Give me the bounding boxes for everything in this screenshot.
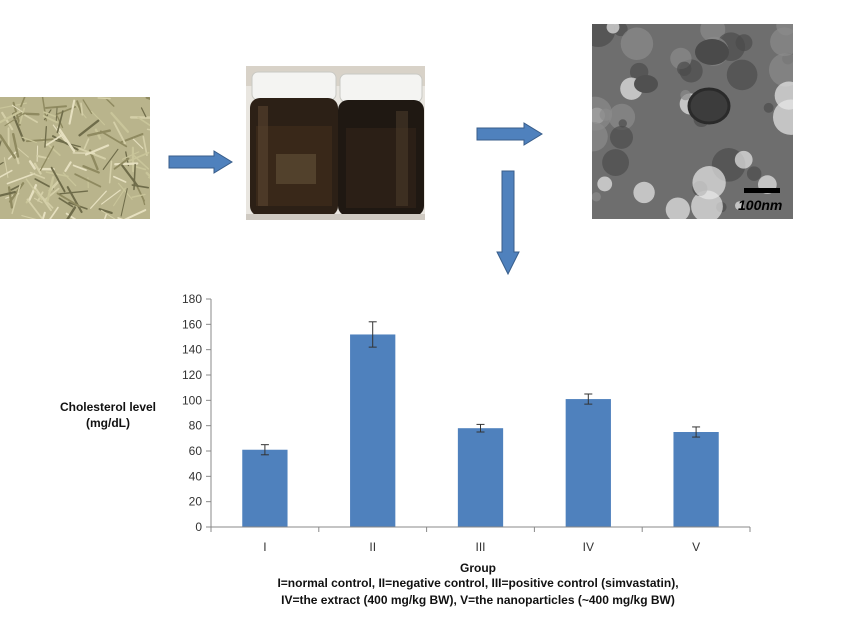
right-arrow-icon — [168, 150, 233, 174]
y-tick-label: 20 — [189, 495, 203, 509]
bar-II — [350, 334, 396, 527]
y-tick-label: 80 — [189, 419, 203, 433]
x-tick-label: I — [263, 540, 266, 554]
error-bar-IV — [584, 393, 593, 405]
extract-jars-image — [246, 66, 425, 220]
x-tick-label: II — [369, 540, 376, 554]
extract-jars-photo — [246, 66, 425, 220]
caption-line-2: IV=the extract (400 mg/kg BW), V=the nan… — [281, 593, 675, 607]
tem-micrograph-photo: 100nm — [592, 24, 793, 219]
y-tick-label: 40 — [189, 469, 203, 483]
bar-I — [242, 449, 288, 527]
y-tick-label: 180 — [182, 292, 202, 306]
y-axis-title-line-2: (mg/dL) — [86, 416, 130, 430]
bars — [242, 321, 719, 527]
bar-V — [673, 432, 719, 527]
dried-herb-photo — [0, 97, 150, 219]
bar-IV — [565, 399, 611, 527]
x-tick-label: V — [692, 540, 700, 554]
x-axis-title: Group — [460, 561, 496, 575]
dried-herb-image — [0, 97, 150, 219]
y-tick-label: 100 — [182, 393, 202, 407]
bar-III — [457, 428, 504, 527]
error-bar-I — [260, 444, 269, 456]
tem-micrograph-image: 100nm — [592, 24, 793, 219]
error-bar-V — [692, 426, 701, 438]
x-tick-label: III — [475, 540, 485, 554]
scale-bar-label: 100nm — [738, 197, 782, 213]
x-axis: I II III IV V — [210, 526, 751, 554]
down-arrow-icon — [496, 170, 520, 276]
y-tick-label: 140 — [182, 343, 202, 357]
error-bar-III — [476, 423, 485, 433]
caption-line-1: I=normal control, II=negative control, I… — [277, 576, 678, 590]
y-tick-label: 0 — [195, 520, 202, 534]
y-axis: 0 20 40 60 80 100 120 140 160 180 — [182, 292, 212, 534]
error-bar-II — [368, 321, 377, 348]
right-arrow-icon — [476, 122, 543, 146]
y-axis-title-line-1: Cholesterol level — [60, 400, 156, 414]
y-tick-label: 120 — [182, 368, 202, 382]
y-tick-label: 60 — [189, 444, 203, 458]
y-tick-label: 160 — [182, 317, 202, 331]
x-tick-label: IV — [583, 540, 594, 554]
